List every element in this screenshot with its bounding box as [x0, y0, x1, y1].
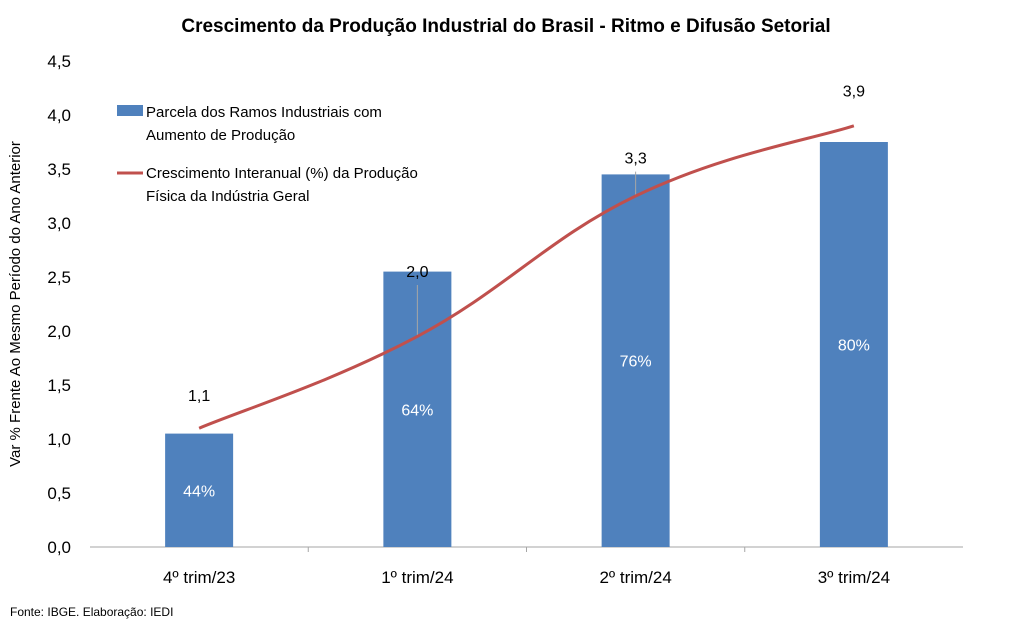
line-data-label: 3,9: [843, 84, 865, 101]
y-tick-label: 3,5: [47, 160, 71, 179]
y-tick-label: 0,0: [47, 538, 71, 557]
y-tick-label: 3,0: [47, 214, 71, 233]
legend-label: Crescimento Interanual (%) da Produção: [146, 165, 418, 182]
line-data-label: 3,3: [625, 151, 647, 168]
x-tick-label: 1º trim/24: [381, 568, 453, 587]
x-tick-label: 4º trim/23: [163, 568, 235, 587]
y-tick-label: 2,0: [47, 322, 71, 341]
x-tick-label: 3º trim/24: [818, 568, 890, 587]
bar-data-label: 64%: [401, 402, 433, 419]
bar-series: 44% 64% 76% 80%: [165, 142, 888, 547]
y-tick-label: 4,0: [47, 106, 71, 125]
bar-data-label: 44%: [183, 483, 215, 500]
legend: Parcela dos Ramos Industriais com Aumento…: [117, 104, 418, 205]
axes: 0,0 0,5 1,0 1,5 2,0 2,5 3,0 3,5 4,0 4,5 4º trim/23…: [47, 52, 963, 587]
legend-label: Aumento de Produção: [146, 127, 295, 144]
y-tick-label: 1,0: [47, 430, 71, 449]
y-tick-label: 1,5: [47, 376, 71, 395]
y-tick-label: 2,5: [47, 268, 71, 287]
x-tick-label: 2º trim/24: [599, 568, 671, 587]
bar-data-label: 80%: [838, 338, 870, 355]
line-data-label: 2,0: [406, 264, 428, 281]
bar: [819, 142, 888, 547]
growth-line: [198, 124, 855, 430]
legend-swatch-bar: [117, 105, 143, 116]
source-note: Fonte: IBGE. Elaboração: IEDI: [10, 605, 173, 619]
y-tick-label: 4,5: [47, 52, 71, 71]
legend-label: Física da Indústria Geral: [146, 188, 309, 205]
line-series: 1,1 2,0 3,3 3,9: [188, 84, 865, 430]
bar: [165, 433, 234, 547]
legend-label: Parcela dos Ramos Industriais com: [146, 104, 382, 121]
bar-data-label: 76%: [620, 354, 652, 371]
y-tick-label: 0,5: [47, 484, 71, 503]
line-data-label: 1,1: [188, 388, 210, 405]
chart-title: Crescimento da Produção Industrial do Br…: [181, 16, 830, 37]
y-axis-title: Var % Frente Ao Mesmo Período do Ano Ant…: [7, 141, 24, 467]
bar: [601, 174, 670, 547]
